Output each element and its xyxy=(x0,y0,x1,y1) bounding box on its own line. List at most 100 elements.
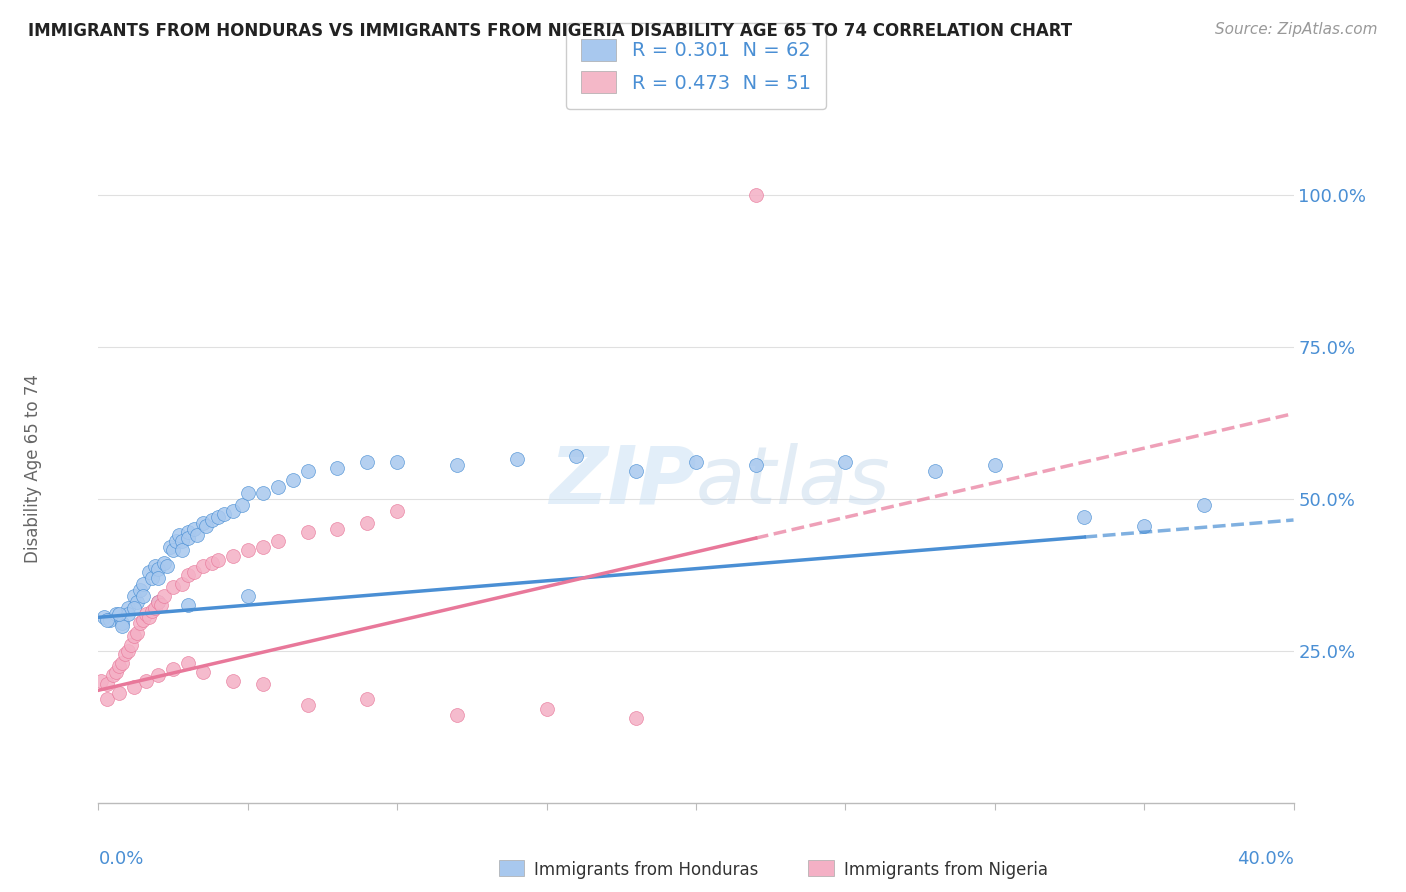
Point xyxy=(385,455,409,469)
Point xyxy=(191,665,214,679)
Point xyxy=(135,674,157,689)
Point xyxy=(267,479,290,493)
Point xyxy=(100,613,122,627)
Point xyxy=(356,455,378,469)
Point xyxy=(212,507,235,521)
Point xyxy=(153,556,176,570)
Text: 0.0%: 0.0% xyxy=(98,849,143,868)
Point xyxy=(93,610,115,624)
Point xyxy=(111,616,134,631)
Point xyxy=(356,516,378,530)
Point xyxy=(96,692,118,706)
Point xyxy=(297,698,319,713)
Point xyxy=(105,665,128,679)
Point xyxy=(162,662,184,676)
Point xyxy=(148,571,170,585)
Point xyxy=(108,686,131,700)
Point xyxy=(236,543,259,558)
Point xyxy=(191,516,214,530)
Point xyxy=(446,458,468,473)
Point xyxy=(96,613,118,627)
Text: 40.0%: 40.0% xyxy=(1237,849,1294,868)
Point xyxy=(117,644,139,658)
Point xyxy=(177,531,200,545)
Point xyxy=(124,601,146,615)
Point xyxy=(105,607,128,622)
Point xyxy=(1133,519,1156,533)
Point xyxy=(150,598,173,612)
Point xyxy=(172,543,194,558)
FancyBboxPatch shape xyxy=(499,860,524,876)
Point xyxy=(236,485,259,500)
Point xyxy=(565,449,588,463)
Point xyxy=(165,534,187,549)
Point xyxy=(162,543,184,558)
Legend: R = 0.301  N = 62, R = 0.473  N = 51: R = 0.301 N = 62, R = 0.473 N = 51 xyxy=(565,23,827,109)
Text: Disability Age 65 to 74: Disability Age 65 to 74 xyxy=(24,374,42,563)
Point xyxy=(924,464,946,478)
Point xyxy=(626,464,648,478)
Point xyxy=(127,595,149,609)
Point xyxy=(231,498,253,512)
Point xyxy=(252,541,274,555)
Point xyxy=(297,464,319,478)
Point xyxy=(183,565,205,579)
Point xyxy=(103,668,125,682)
Point xyxy=(177,656,200,670)
Point xyxy=(222,674,245,689)
Point xyxy=(148,595,170,609)
Point xyxy=(108,607,131,622)
Point xyxy=(201,556,224,570)
Point xyxy=(172,577,194,591)
Text: atlas: atlas xyxy=(696,442,891,521)
Point xyxy=(326,522,349,536)
Point xyxy=(385,504,409,518)
Point xyxy=(984,458,1007,473)
Point xyxy=(745,458,768,473)
Point xyxy=(236,589,259,603)
Point xyxy=(186,528,208,542)
Point xyxy=(129,616,152,631)
Point xyxy=(356,692,378,706)
Point xyxy=(177,567,200,582)
Text: ZIP: ZIP xyxy=(548,442,696,521)
Point xyxy=(153,589,176,603)
Point xyxy=(96,677,118,691)
Point xyxy=(506,452,529,467)
Point xyxy=(177,525,200,540)
Point xyxy=(117,601,139,615)
Point xyxy=(222,504,245,518)
Point xyxy=(90,674,112,689)
Text: Source: ZipAtlas.com: Source: ZipAtlas.com xyxy=(1215,22,1378,37)
Point xyxy=(141,604,163,618)
Point xyxy=(148,668,170,682)
Point xyxy=(143,601,166,615)
Point xyxy=(201,513,224,527)
Point xyxy=(195,519,218,533)
Point xyxy=(207,510,229,524)
Point xyxy=(267,534,290,549)
Text: IMMIGRANTS FROM HONDURAS VS IMMIGRANTS FROM NIGERIA DISABILITY AGE 65 TO 74 CORR: IMMIGRANTS FROM HONDURAS VS IMMIGRANTS F… xyxy=(28,22,1073,40)
Point xyxy=(162,580,184,594)
Point xyxy=(252,677,274,691)
Point xyxy=(129,582,152,597)
Point xyxy=(1073,510,1095,524)
Point xyxy=(326,461,349,475)
Text: Immigrants from Honduras: Immigrants from Honduras xyxy=(534,861,759,879)
Point xyxy=(1192,498,1215,512)
Point xyxy=(141,571,163,585)
Point xyxy=(172,534,194,549)
Point xyxy=(138,610,160,624)
Point xyxy=(127,625,149,640)
Point xyxy=(159,541,181,555)
Point xyxy=(108,659,131,673)
Point xyxy=(148,562,170,576)
Point xyxy=(297,525,319,540)
Point xyxy=(111,656,134,670)
Point xyxy=(148,595,170,609)
Point xyxy=(132,577,155,591)
Text: Immigrants from Nigeria: Immigrants from Nigeria xyxy=(844,861,1047,879)
Point xyxy=(745,187,768,202)
Point xyxy=(120,638,142,652)
Point xyxy=(281,474,304,488)
